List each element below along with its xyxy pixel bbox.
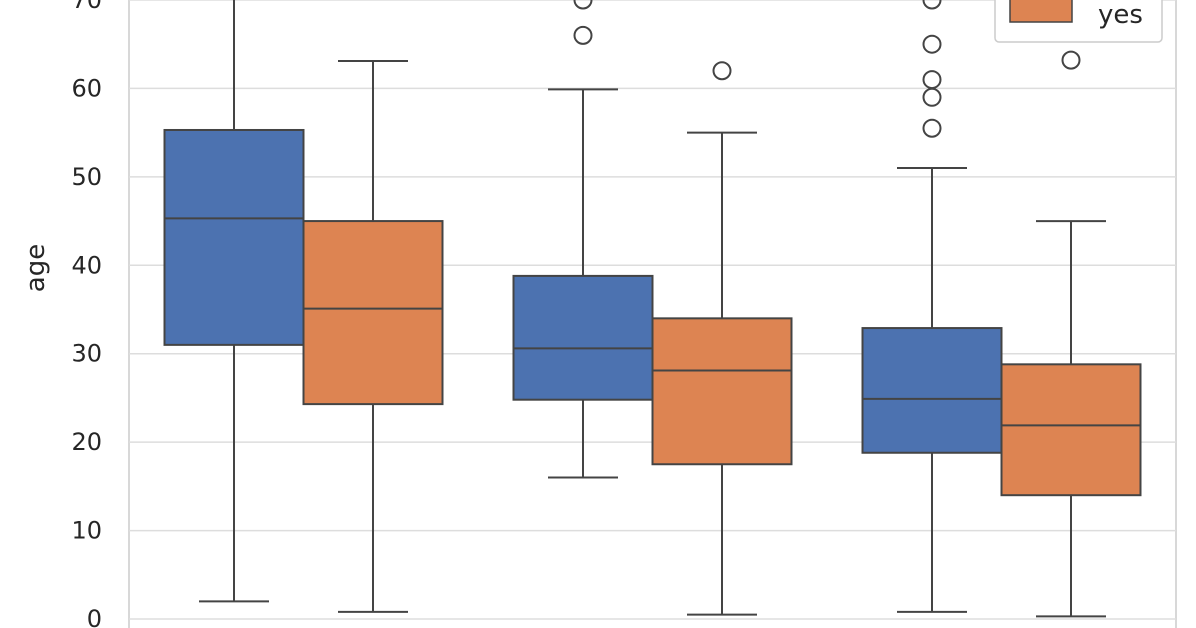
box-iqr [1000, 363, 1142, 497]
y-tick-label: 30 [71, 340, 102, 368]
outlier-point [922, 118, 942, 138]
y-tick-label: 50 [71, 163, 102, 191]
outlier-point [573, 0, 593, 10]
y-axis-ticks: 0 10 20 30 40 50 60 70 [71, 0, 102, 628]
y-tick-label: 20 [71, 428, 102, 456]
outlier-point [922, 87, 942, 107]
plot-frame [128, 0, 1177, 628]
y-tick-label: 70 [71, 0, 102, 14]
outlier-point [922, 34, 942, 54]
box-yes-group-2 [651, 61, 793, 616]
outlier-point [922, 0, 942, 10]
outlier-point [712, 61, 732, 81]
legend: yes [994, 0, 1163, 43]
outlier-point [573, 25, 593, 45]
box-iqr [302, 220, 444, 406]
box-series1-group-1 [163, 0, 305, 603]
outlier-point [922, 70, 942, 90]
y-tick-label: 0 [87, 605, 102, 628]
box-yes-group-1 [302, 60, 444, 613]
legend-label-yes: yes [1098, 0, 1143, 30]
boxes [163, 0, 1142, 618]
box-series1-group-3 [861, 0, 1003, 613]
legend-swatch-yes [1009, 0, 1073, 23]
outlier-point [1061, 50, 1081, 70]
box-iqr [163, 128, 305, 346]
box-yes-group-3 [1000, 50, 1142, 618]
y-tick-label: 40 [71, 251, 102, 279]
box-series1-group-2 [512, 0, 654, 479]
y-tick-label: 10 [71, 517, 102, 545]
y-axis-label: age [21, 244, 51, 292]
box-iqr [651, 317, 793, 466]
y-tick-label: 60 [71, 74, 102, 102]
box-iqr [861, 327, 1003, 454]
box-iqr [512, 274, 654, 401]
